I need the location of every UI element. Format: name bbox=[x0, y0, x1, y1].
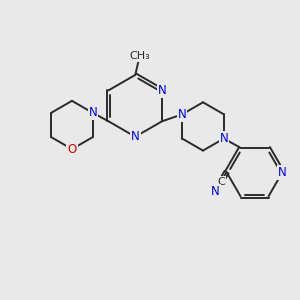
Text: N: N bbox=[178, 108, 187, 121]
Text: N: N bbox=[278, 166, 287, 178]
Text: CH₃: CH₃ bbox=[129, 51, 150, 61]
Text: N: N bbox=[211, 185, 220, 198]
Text: N: N bbox=[158, 84, 167, 97]
Text: O: O bbox=[67, 142, 76, 156]
Text: C: C bbox=[217, 177, 225, 187]
Text: N: N bbox=[131, 130, 140, 143]
Text: N: N bbox=[88, 106, 97, 119]
Text: N: N bbox=[220, 132, 228, 145]
